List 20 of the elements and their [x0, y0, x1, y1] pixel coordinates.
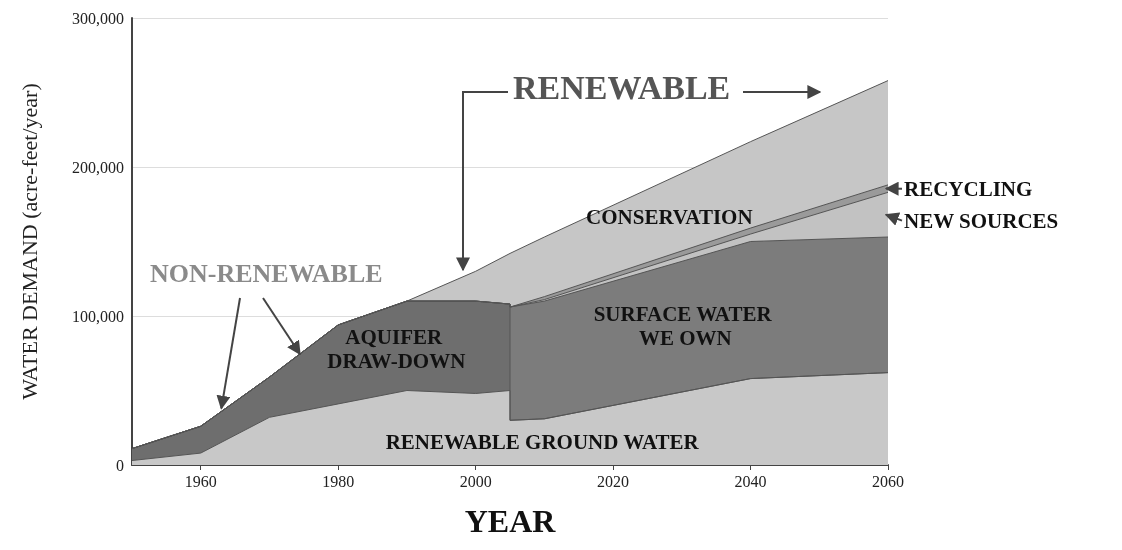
x-tick-label: 2000 — [459, 472, 492, 490]
x-tick-label: 2040 — [734, 472, 767, 490]
series-label: SURFACE WATER WE OWN — [593, 301, 777, 350]
y-tick-label: 200,000 — [72, 158, 124, 176]
x-tick-label: 2060 — [872, 472, 904, 490]
x-axis-title: YEAR — [464, 503, 557, 539]
x-tick-label: 1960 — [184, 472, 217, 490]
x-tick-label: 2020 — [597, 472, 630, 490]
y-axis-title: WATER DEMAND (acre-feet/year) — [16, 83, 42, 400]
series-label: RECYCLING — [904, 176, 1033, 201]
annotation: NON-RENEWABLE — [150, 258, 383, 288]
y-tick-label: 300,000 — [72, 9, 124, 27]
x-tick-label: 1980 — [322, 472, 355, 490]
series-label: CONSERVATION — [586, 205, 753, 230]
annotation: RENEWABLE — [513, 68, 731, 106]
y-tick-label: 0 — [116, 456, 124, 474]
series-label: AQUIFER DRAW-DOWN — [327, 324, 466, 373]
series-label: NEW SOURCES — [904, 208, 1059, 233]
y-tick-label: 100,000 — [72, 307, 124, 325]
series-label: RENEWABLE GROUND WATER — [385, 429, 700, 454]
